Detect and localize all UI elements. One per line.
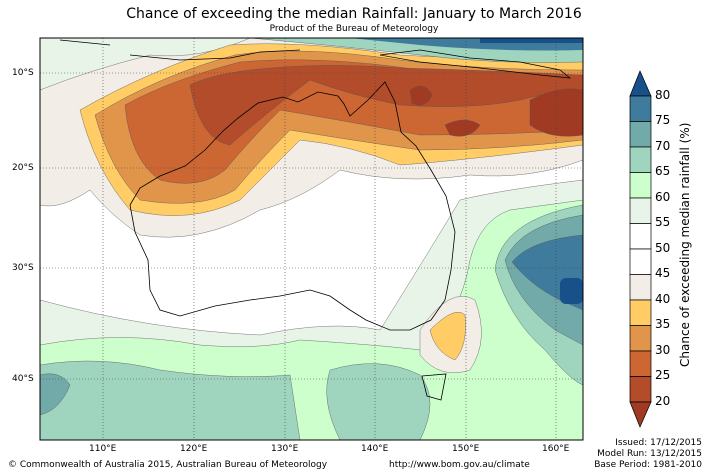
lat-label: 30°S: [12, 263, 34, 273]
issued-date: Issued: 17/12/2015: [615, 438, 702, 448]
probability-contours: [40, 38, 583, 440]
colorbar-tick: 35: [655, 317, 671, 331]
contour-35-40-south: [429, 311, 466, 361]
colorbar-tick: 55: [655, 215, 671, 229]
colorbar-tick: 45: [655, 266, 671, 280]
lat-label: 10°S: [12, 68, 34, 78]
colorbar: [629, 70, 652, 428]
indonesia-coastline: [59, 39, 301, 61]
contour-65-70-south: [326, 363, 431, 440]
lon-label: 120°E: [180, 444, 208, 454]
colorbar-title: Chance of exceeding median rainfall (%): [678, 122, 692, 367]
colorbar-tick: 20: [655, 394, 671, 408]
model-run-date: Model Run: 13/12/2015: [597, 449, 702, 459]
australia-coastline: [129, 81, 456, 331]
lon-label: 130°E: [271, 444, 299, 454]
colorbar-tick: 50: [655, 241, 671, 255]
contour-70-75-sw: [40, 373, 71, 416]
lon-label: 140°E: [361, 444, 389, 454]
colorbar-tick: 70: [655, 139, 671, 153]
tasmania-coastline: [421, 373, 447, 401]
contour-above80: [560, 278, 583, 304]
colorbar-tick: 30: [655, 343, 671, 357]
new-guinea-coastline: [379, 49, 572, 79]
base-period: Base Period: 1981-2010: [594, 460, 702, 470]
copyright: © Commonwealth of Australia 2015, Austra…: [8, 460, 328, 470]
graticule: [40, 38, 583, 440]
map-title: Chance of exceeding the median Rainfall:…: [126, 6, 582, 22]
colorbar-tick: 65: [655, 164, 671, 178]
lon-label: 150°E: [452, 444, 480, 454]
colorbar-tick: 40: [655, 292, 671, 306]
lon-label: 110°E: [89, 444, 117, 454]
lat-label: 20°S: [12, 163, 34, 173]
contour-65-70: [40, 360, 301, 440]
website-url: http://www.bom.gov.au/climate: [389, 460, 530, 470]
map-subtitle: Product of the Bureau of Meteorology: [269, 24, 439, 34]
lat-label: 40°S: [12, 374, 34, 384]
contour-below20: [409, 85, 583, 137]
colorbar-tick: 25: [655, 368, 671, 382]
contour-20-25: [189, 65, 583, 146]
colorbar-tick: 60: [655, 190, 671, 204]
colorbar-tick: 80: [655, 88, 671, 102]
lon-label: 160°E: [542, 444, 570, 454]
colorbar-tick: 75: [655, 113, 671, 127]
